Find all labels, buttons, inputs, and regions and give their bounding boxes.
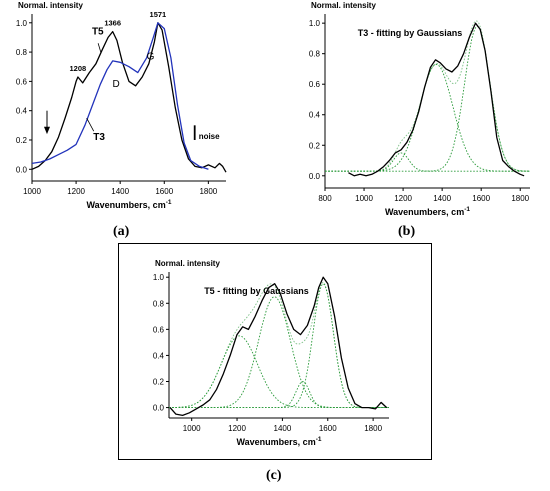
legend-pointer-t3 bbox=[86, 117, 95, 132]
y-tick-label: 0.4 bbox=[153, 351, 165, 360]
annotation-peak-1208: 1208 bbox=[70, 64, 87, 73]
legend-pointer-t5 bbox=[97, 43, 102, 53]
chart-b: 0.0 0.2 0.4 0.6 0.8 1.0 800 1000 1200 1400 1600 180… bbox=[309, 1, 530, 217]
band-label-d: D bbox=[112, 79, 119, 90]
y-tick-label: 0.0 bbox=[153, 404, 165, 413]
x-tick-label: 1000 bbox=[183, 424, 201, 433]
y-tick-label: 0.8 bbox=[309, 50, 321, 59]
gaussian-component-1 bbox=[169, 335, 389, 409]
panel-label-a: (a) bbox=[113, 224, 130, 239]
gaussian-component-4 bbox=[169, 283, 389, 409]
y-tick-label: 0.0 bbox=[309, 172, 321, 181]
x-tick-label: 1400 bbox=[433, 194, 451, 203]
gaussian-component-2 bbox=[325, 63, 530, 172]
x-tick-label: 1800 bbox=[364, 424, 382, 433]
series-line-t5 bbox=[31, 22, 227, 173]
x-tick-label: 1800 bbox=[199, 187, 217, 196]
y-tick-label: 0.4 bbox=[309, 111, 321, 120]
y-tick-label: 0.8 bbox=[16, 48, 28, 57]
panel-b: 0.0 0.2 0.4 0.6 0.8 1.0 800 1000 1200 1400 1600 180… bbox=[290, 0, 550, 232]
x-axis-title: Wavenumbers, cm-1 bbox=[87, 199, 172, 210]
x-tick-label: 1600 bbox=[155, 187, 173, 196]
panel-label-b: (b) bbox=[398, 224, 416, 239]
panel-c: 0.0 0.2 0.4 0.6 0.8 1.0 1000 1200 1400 1600 1800 No… bbox=[118, 243, 432, 460]
y-tick-label: 0.2 bbox=[309, 141, 321, 150]
y-tick-label: 0.8 bbox=[153, 299, 165, 308]
y-tick-label: 0.0 bbox=[16, 165, 28, 174]
band-label-g: G bbox=[147, 51, 155, 62]
y-tick-label: 0.4 bbox=[16, 107, 28, 116]
x-tick-label: 1400 bbox=[274, 424, 292, 433]
y-tick-label: 0.2 bbox=[153, 378, 165, 387]
chart-title: T5 - fitting by Gaussians bbox=[204, 286, 309, 296]
x-axis-title-sup: -1 bbox=[316, 436, 322, 443]
x-tick-label: 1200 bbox=[67, 187, 85, 196]
chart-a: 0.0 0.2 0.4 0.6 0.8 1.0 1000 1200 1400 1600 1800 No… bbox=[16, 1, 227, 210]
x-tick-label: 1200 bbox=[228, 424, 246, 433]
y-tick-label: 0.2 bbox=[16, 136, 28, 145]
y-tick-label: 1.0 bbox=[153, 273, 165, 282]
x-tick-label: 1600 bbox=[472, 194, 490, 203]
x-tick-label: 1600 bbox=[319, 424, 337, 433]
series-line-t5 bbox=[169, 276, 388, 417]
gaussian-component-3 bbox=[325, 25, 530, 172]
x-tick-label: 1000 bbox=[355, 194, 373, 203]
panel-a: 0.0 0.2 0.4 0.6 0.8 1.0 1000 1200 1400 1600 1800 No… bbox=[0, 0, 240, 232]
gaussian-component-1 bbox=[325, 152, 530, 172]
y-tick-label: 1.0 bbox=[309, 19, 321, 28]
x-tick-label: 800 bbox=[318, 194, 332, 203]
y-tick-label: 1.0 bbox=[16, 19, 28, 28]
series-line-t3 bbox=[31, 22, 209, 170]
annotation-peak-1571: 1571 bbox=[150, 10, 167, 19]
chart-c: 0.0 0.2 0.4 0.6 0.8 1.0 1000 1200 1400 1600 1800 No… bbox=[153, 259, 389, 447]
series-line-t3 bbox=[348, 22, 525, 177]
arrow-head bbox=[43, 126, 50, 135]
x-tick-label: 1800 bbox=[511, 194, 529, 203]
x-tick-label: 1200 bbox=[394, 194, 412, 203]
y-tick-label: 0.6 bbox=[153, 325, 165, 334]
y-axis-title: Normal. intensity bbox=[155, 259, 220, 268]
y-tick-label: 0.6 bbox=[16, 77, 28, 86]
x-tick-label: 1400 bbox=[111, 187, 129, 196]
y-axis-title: Normal. intensity bbox=[311, 1, 376, 10]
y-tick-label: 0.6 bbox=[309, 80, 321, 89]
noise-label: noise bbox=[199, 132, 220, 141]
panel-label-c: (c) bbox=[266, 468, 282, 483]
x-axis-title-sup: -1 bbox=[166, 199, 172, 206]
x-tick-label: 1000 bbox=[23, 187, 41, 196]
x-axis-title: Wavenumbers, cm-1 bbox=[385, 206, 470, 217]
legend-label-t5: T5 bbox=[92, 27, 104, 38]
annotation-peak-1366: 1366 bbox=[104, 19, 121, 28]
x-axis-title: Wavenumbers, cm-1 bbox=[237, 436, 322, 447]
legend-label-t3: T3 bbox=[93, 132, 105, 143]
x-axis-title-sup: -1 bbox=[464, 206, 470, 213]
gaussian-fit-sum bbox=[169, 281, 389, 409]
gaussian-component-2 bbox=[169, 296, 389, 409]
y-axis-title: Normal. intensity bbox=[18, 1, 83, 10]
chart-title: T3 - fitting by Gaussians bbox=[358, 28, 463, 38]
